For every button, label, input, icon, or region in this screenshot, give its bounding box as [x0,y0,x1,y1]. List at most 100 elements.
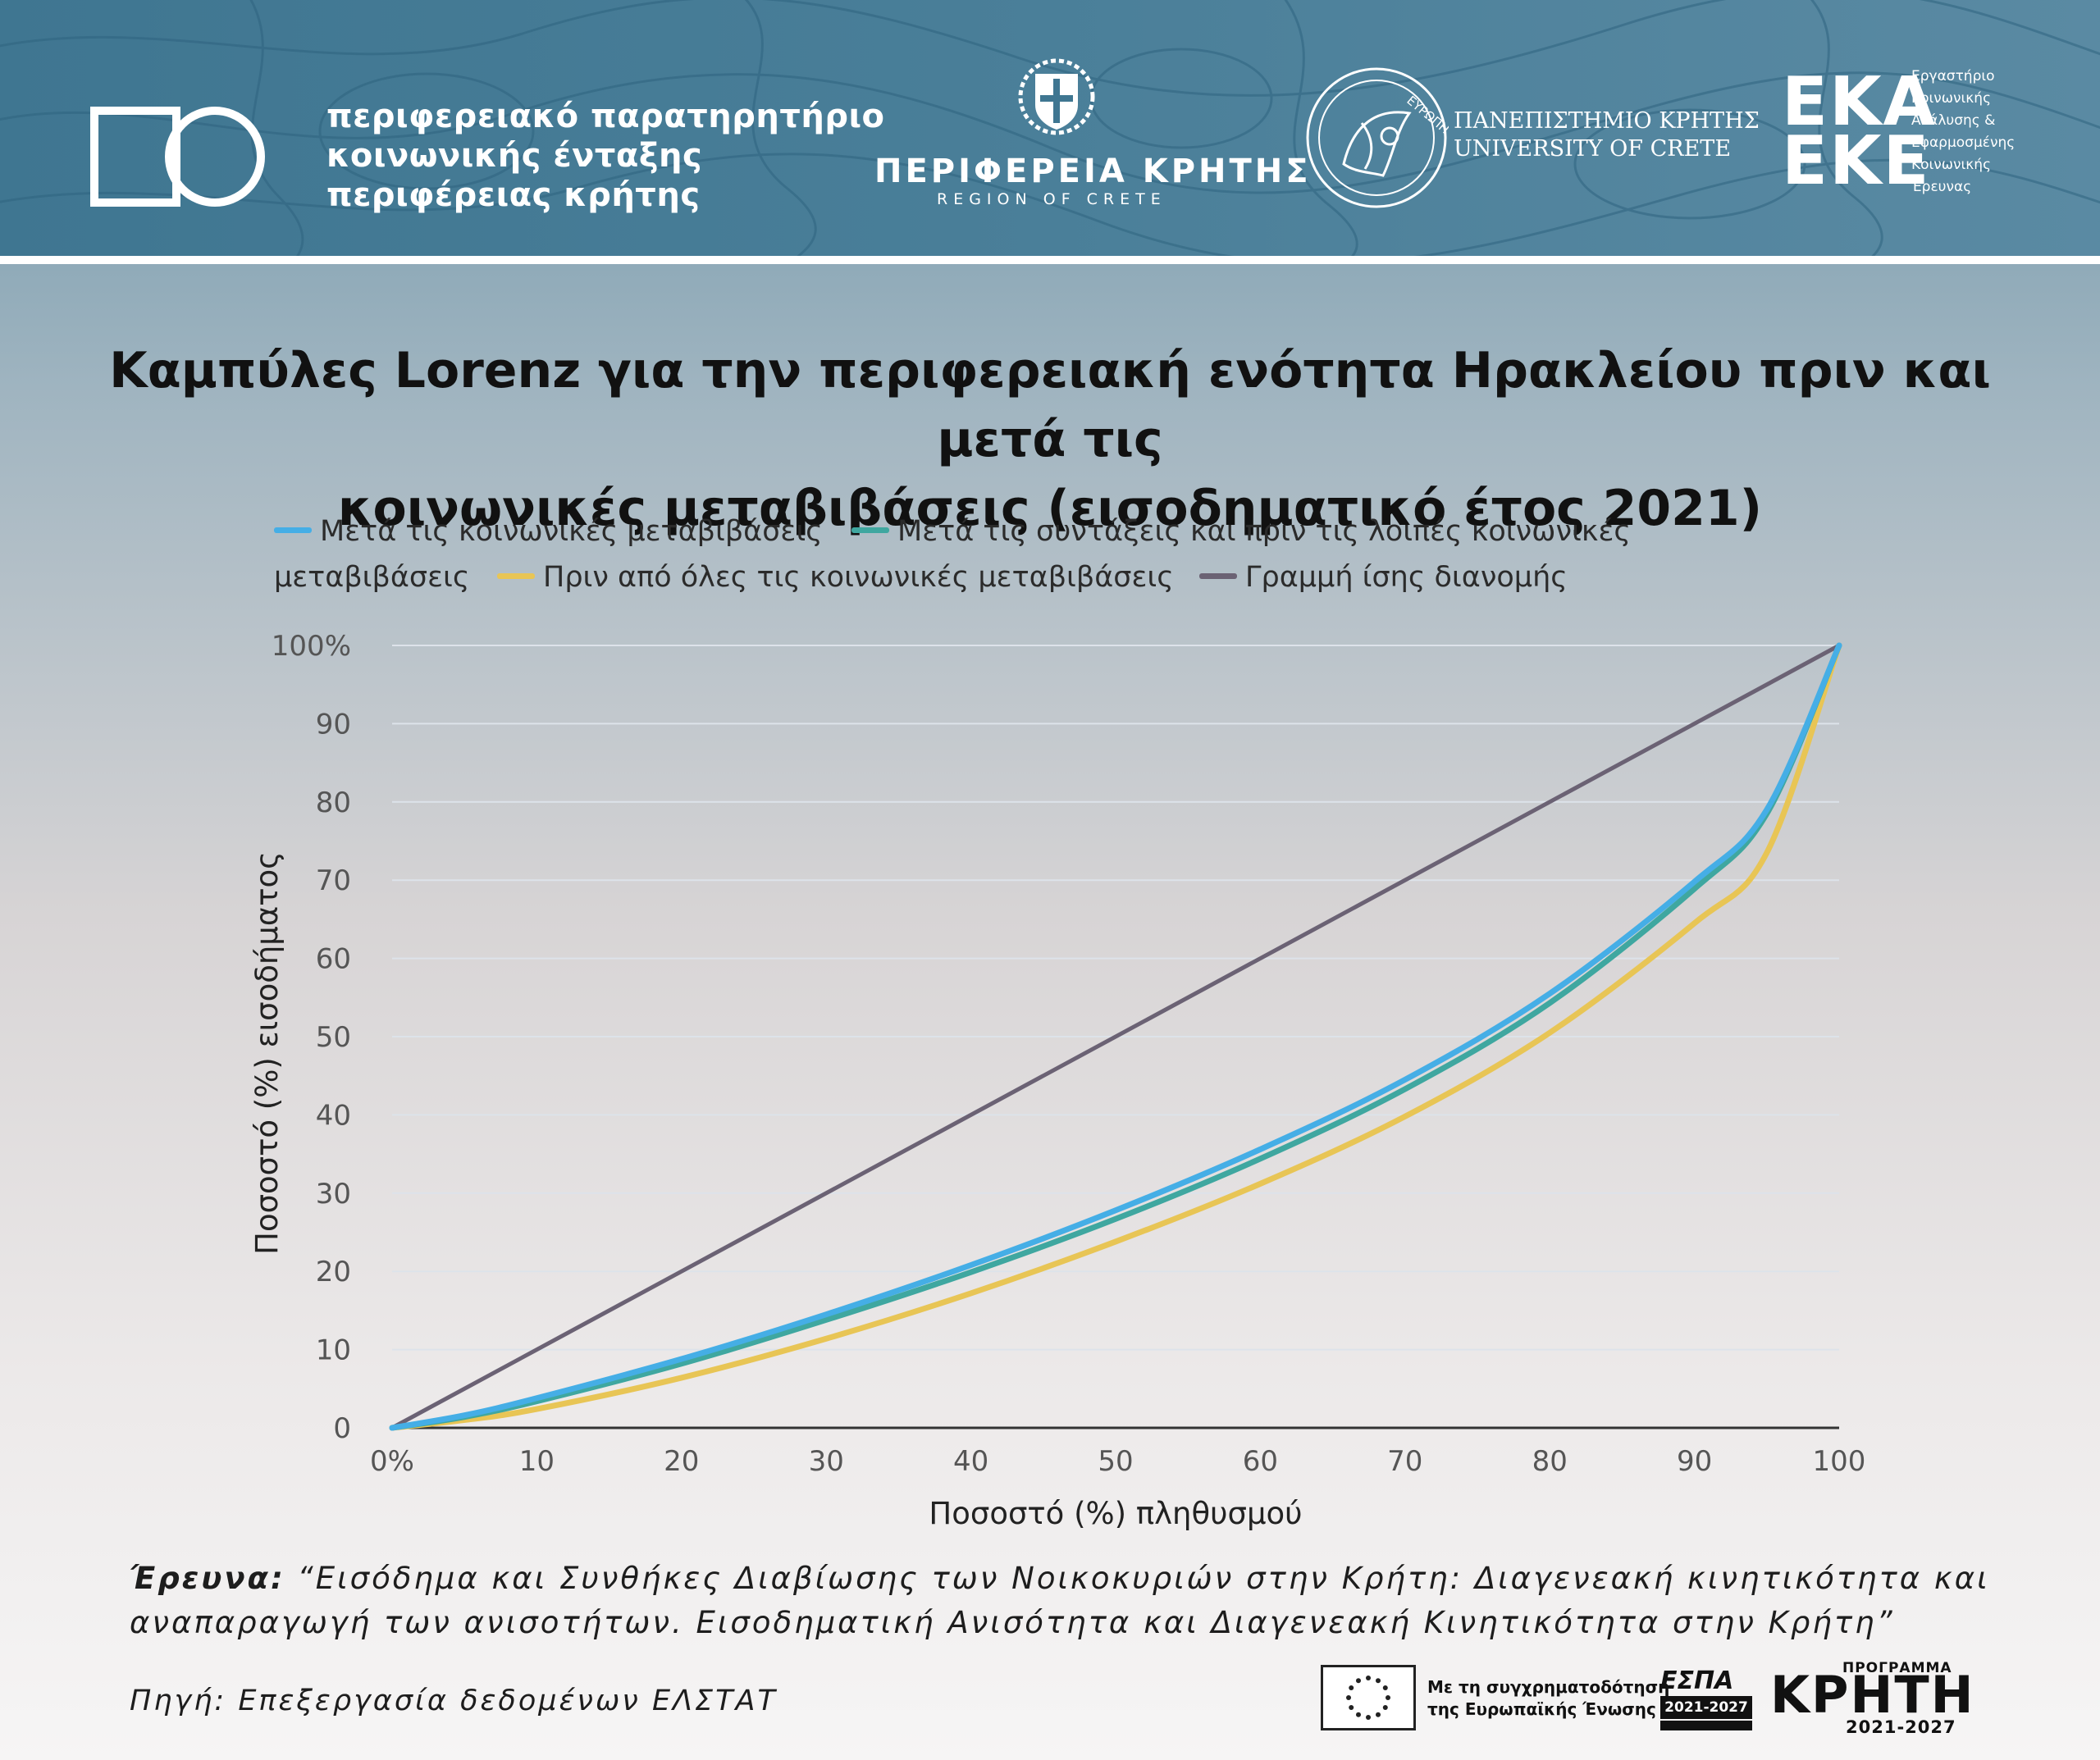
program-name: ΚΡΗΤΗ [1770,1665,1975,1725]
x-tick-label: 0% [370,1445,414,1478]
series-after-transfers [389,642,1842,1431]
x-tick-label: 70 [1387,1445,1422,1478]
source-note: Πηγή: Επεξεργασία δεδομένων ΕΛΣΤΑΤ [130,1685,778,1717]
eu-star [1356,1712,1361,1717]
y-tick-label: 50 [316,1021,351,1054]
observatory-name: περιφερειακό παρατηρητήριο κοινωνικής έν… [326,97,885,215]
observatory-line: περιφερειακό παρατηρητήριο [326,98,885,135]
program-label: ΠΡΟΓΡΑΜΜΑ [1842,1660,1952,1676]
legend-row: μεταβιβάσεις Πριν από όλες τις κοινωνικέ… [274,554,1734,600]
x-axis-title: Ποσοστό (%) πληθυσμού [929,1496,1302,1531]
observatory-line: κοινωνικής ένταξης [326,137,703,175]
research-label: Έρευνα: [130,1561,285,1596]
eu-star [1366,1715,1371,1720]
ekke-desc-line: Εργαστήριο [1911,68,1995,84]
legend-item-after-pensions-cont: μεταβιβάσεις [274,554,469,600]
series-after-pensions [389,642,1842,1431]
x-tick-label: 80 [1532,1445,1568,1478]
ekke-desc-line: Ανάλυσης & [1911,112,1996,129]
legend-swatch [274,527,312,533]
legend-item-before-transfers[interactable]: Πριν από όλες τις κοινωνικές μεταβιβάσει… [497,554,1174,600]
ekke-desc-line: Εφαρμοσμένης [1911,135,2016,151]
x-tick-label: 100 [1813,1445,1866,1478]
ekke-logo-bottom: ΕΚΕ [1782,122,1931,200]
research-text: “Εισόδημα και Συνθήκες Διαβίωσης των Νοι… [130,1561,1990,1640]
legend-label: Γραμμή ίσης διανομής [1245,561,1568,594]
eu-star [1356,1678,1361,1684]
tick-layer: 0 10 20 30 40 50 60 70 80 90 100% 0% 10 20 30 40 50 60 70 8… [272,630,1866,1478]
eu-star [1349,1705,1354,1710]
eu-cofunding: Με τη συγχρηματοδότηση της Ευρωπαϊκής Έν… [1427,1676,1669,1721]
research-note: Έρευνα: “Εισόδημα και Συνθήκες Διαβίωσης… [130,1557,2016,1645]
ekke-description: Εργαστήριο Κοινωνικής Ανάλυσης & Εφαρμοσ… [1911,66,2015,198]
legend-row: Μετά τις κοινωνικές μεταβιβάσεις Μετά τι… [274,508,1734,554]
chart-title-line: Καμπύλες Lorenz για την περιφερειακή ενό… [109,342,1991,468]
series-layer [389,642,1842,1431]
y-tick-label: 10 [316,1334,351,1367]
y-tick-label: 90 [316,708,351,741]
legend-label: Μετά τις συντάξεις και πριν τις λοιπές κ… [897,515,1631,548]
y-tick-label: 60 [316,943,351,976]
legend-swatch [497,572,535,579]
y-tick-label: 0 [333,1412,351,1445]
region-name: ΠΕΡΙΦΕΡΕΙΑ ΚΡΗΤΗΣ [874,153,1312,190]
y-tick-label: 70 [316,864,351,897]
legend-swatch [851,527,889,533]
eu-cofunding-line: της Ευρωπαϊκής Ένωσης [1427,1699,1656,1719]
contour-pattern [0,0,2100,256]
eu-star [1366,1676,1371,1680]
university-seal-icon: ΕΥΡΩΠΗ [1306,67,1449,208]
series-equality-line [390,643,1842,1430]
eu-flag-icon [1321,1665,1416,1730]
ekke-desc-line: Κοινωνικής [1911,157,1992,173]
x-tick-label: 40 [953,1445,988,1478]
legend-label: Πριν από όλες τις κοινωνικές μεταβιβάσει… [543,561,1174,594]
region-subtitle: REGION OF CRETE [937,190,1166,208]
eu-star [1376,1678,1381,1684]
x-tick-label: 90 [1677,1445,1712,1478]
eu-star [1382,1685,1388,1690]
y-tick-label: 40 [316,1099,351,1132]
y-tick-label: 100% [272,630,351,663]
y-tick-label: 30 [316,1178,351,1211]
y-tick-label: 80 [316,787,351,819]
eu-star [1349,1685,1354,1690]
series-before-transfers [389,642,1842,1431]
ekke-desc-line: Κοινωνικής [1911,90,1992,107]
eu-cofunding-line: Με τη συγχρηματοδότηση [1427,1677,1670,1697]
eu-star [1376,1712,1381,1717]
eu-star [1346,1695,1351,1700]
x-tick-label: 50 [1098,1445,1133,1478]
espa-logo: ΕΣΠΑ [1660,1667,1734,1695]
chart-legend: Μετά τις κοινωνικές μεταβιβάσεις Μετά τι… [274,508,1734,600]
legend-item-equality-line[interactable]: Γραμμή ίσης διανομής [1199,554,1568,600]
legend-item-after-pensions[interactable]: Μετά τις συντάξεις και πριν τις λοιπές κ… [851,508,1631,554]
header-divider [0,256,2100,264]
espa-years: 2021-2027 [1660,1696,1752,1719]
chart-title-line: κοινωνικές μεταβιβάσεις (εισοδηματικό έτ… [337,480,1763,537]
observatory-line: περιφέρειας κρήτης [326,176,701,214]
observatory-logo-icon [90,107,265,207]
x-tick-label: 60 [1243,1445,1278,1478]
ekke-logo-top: ΕΚΑ [1782,63,1938,141]
program-years: 2021-2027 [1846,1717,1956,1737]
eu-star [1386,1695,1390,1700]
legend-label: Μετά τις κοινωνικές μεταβιβάσεις [320,515,823,548]
ekke-desc-line: Έρευνας [1911,179,1972,195]
university-name-english: UNIVERSITY OF CRETE [1454,136,1732,162]
legend-label: μεταβιβάσεις [274,561,470,594]
eu-stars-icon [1346,1676,1390,1720]
x-tick-label: 20 [664,1445,699,1478]
greek-emblem-icon [1018,58,1095,135]
university-name-greek: ΠΑΝΕΠΙΣΤΗΜΙΟ ΚΡΗΤΗΣ [1454,108,1760,134]
eu-star [1382,1705,1388,1710]
y-axis-title: Ποσοστό (%) εισοδήματος [249,851,285,1255]
legend-item-after-transfers[interactable]: Μετά τις κοινωνικές μεταβιβάσεις [274,508,823,554]
x-tick-label: 10 [519,1445,555,1478]
header-band: περιφερειακό παρατηρητήριο κοινωνικής έν… [0,0,2100,256]
y-tick-label: 20 [316,1256,351,1288]
espa-strip [1660,1721,1752,1730]
x-tick-label: 30 [809,1445,844,1478]
chart-title: Καμπύλες Lorenz για την περιφερειακή ενό… [82,336,2018,543]
